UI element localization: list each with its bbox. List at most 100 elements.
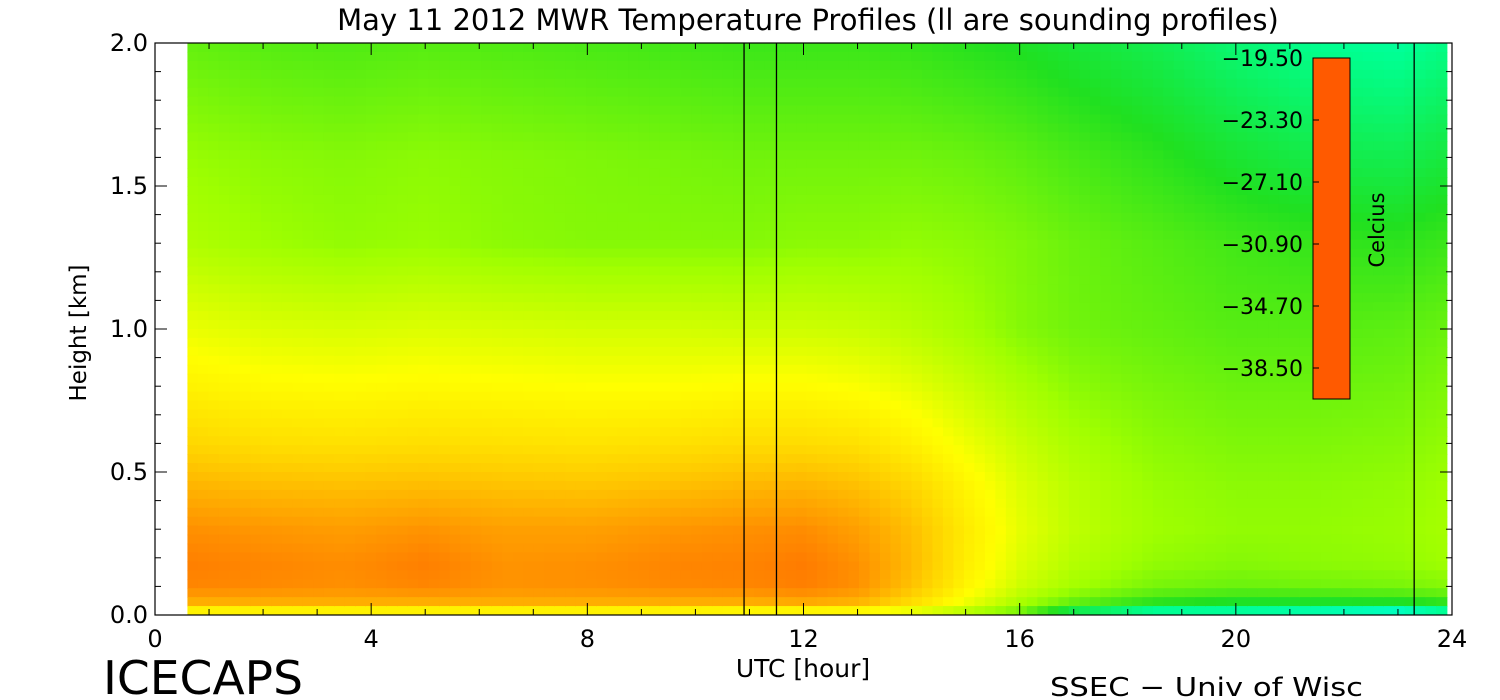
- heatmap-cell: [376, 105, 388, 116]
- heatmap-cell: [596, 320, 608, 330]
- heatmap-cell: [659, 60, 671, 71]
- heatmap-cell: [775, 96, 787, 107]
- heatmap-cell: [649, 472, 661, 482]
- heatmap-cell: [754, 194, 766, 205]
- heatmap-cell: [974, 150, 986, 160]
- heatmap-cell: [271, 60, 283, 71]
- heatmap-cell: [984, 132, 997, 143]
- heatmap-cell: [554, 212, 566, 223]
- heatmap-cell: [197, 400, 210, 411]
- heatmap-cell: [565, 186, 577, 196]
- heatmap-cell: [302, 141, 315, 152]
- heatmap-cell: [963, 230, 976, 241]
- heatmap-cell: [879, 248, 892, 259]
- heatmap-cell: [638, 337, 650, 348]
- heatmap-cell: [313, 463, 325, 473]
- heatmap-cell: [984, 230, 997, 241]
- heatmap-cell: [334, 168, 346, 178]
- heatmap-cell: [649, 382, 661, 393]
- heatmap-cell: [218, 373, 231, 384]
- heatmap-cell: [785, 87, 797, 98]
- heatmap-cell: [607, 60, 619, 71]
- heatmap-cell: [775, 445, 787, 455]
- heatmap-cell: [722, 418, 734, 429]
- heatmap-cell: [764, 150, 776, 160]
- heatmap-cell: [712, 391, 724, 402]
- heatmap-cell: [785, 221, 797, 232]
- heatmap-cell: [586, 159, 598, 169]
- heatmap-cell: [554, 87, 566, 98]
- heatmap-cell: [365, 132, 378, 143]
- heatmap-cell: [617, 266, 629, 277]
- heatmap-cell: [533, 436, 545, 446]
- heatmap-cell: [344, 480, 357, 491]
- heatmap-cell: [712, 561, 724, 572]
- heatmap-cell: [722, 346, 734, 357]
- heatmap-cell: [397, 257, 409, 268]
- heatmap-cell: [292, 186, 304, 196]
- heatmap-cell: [670, 150, 682, 160]
- heatmap-cell: [817, 498, 829, 509]
- heatmap-cell: [932, 51, 944, 62]
- heatmap-cell: [858, 69, 871, 80]
- heatmap-cell: [921, 337, 934, 348]
- heatmap-cell: [334, 141, 346, 152]
- heatmap-cell: [743, 579, 755, 589]
- heatmap-cell: [512, 284, 524, 295]
- heatmap-cell: [900, 320, 913, 330]
- heatmap-cell: [365, 427, 378, 438]
- heatmap-cell: [407, 320, 420, 330]
- heatmap-cell: [596, 168, 608, 178]
- heatmap-cell: [218, 266, 231, 277]
- heatmap-cell: [879, 355, 892, 366]
- heatmap-cell: [229, 579, 241, 589]
- heatmap-cell: [491, 239, 504, 250]
- heatmap-cell: [848, 489, 860, 500]
- heatmap-cell: [722, 588, 734, 598]
- heatmap-cell: [712, 293, 724, 303]
- heatmap-cell: [953, 418, 965, 429]
- heatmap-cell: [722, 606, 734, 615]
- heatmap-cell: [879, 445, 892, 455]
- heatmap-cell: [491, 606, 504, 615]
- heatmap-cell: [481, 186, 493, 196]
- heatmap-cell: [575, 51, 587, 62]
- heatmap-cell: [281, 248, 294, 259]
- heatmap-cell: [722, 516, 734, 527]
- heatmap-cell: [470, 346, 483, 357]
- heatmap-cell: [481, 132, 493, 143]
- heatmap-cell: [344, 561, 357, 572]
- heatmap-cell: [376, 275, 388, 286]
- heatmap-cell: [838, 266, 850, 277]
- heatmap-cell: [785, 516, 797, 527]
- heatmap-cell: [995, 436, 1007, 446]
- heatmap-cell: [701, 364, 713, 375]
- heatmap-cell: [491, 284, 504, 295]
- heatmap-cell: [512, 212, 524, 223]
- heatmap-cell: [481, 525, 493, 536]
- heatmap-cell: [890, 221, 902, 232]
- heatmap-cell: [838, 525, 850, 536]
- heatmap-cell: [796, 454, 808, 464]
- heatmap-cell: [344, 141, 357, 152]
- heatmap-cell: [995, 409, 1007, 420]
- heatmap-cell: [302, 436, 315, 446]
- heatmap-cell: [439, 409, 451, 420]
- heatmap-cell: [628, 382, 640, 393]
- heatmap-cell: [900, 346, 913, 357]
- heatmap-cell: [344, 606, 357, 615]
- heatmap-cell: [460, 177, 472, 187]
- heatmap-cell: [712, 543, 724, 554]
- heatmap-cell: [932, 588, 944, 598]
- heatmap-cell: [302, 445, 315, 455]
- heatmap-cell: [963, 445, 976, 455]
- heatmap-cell: [596, 543, 608, 554]
- heatmap-cell: [407, 472, 420, 482]
- heatmap-cell: [785, 275, 797, 286]
- heatmap-cell: [617, 293, 629, 303]
- heatmap-cell: [712, 454, 724, 464]
- heatmap-cell: [271, 329, 283, 339]
- heatmap-cell: [313, 186, 325, 196]
- heatmap-cell: [344, 43, 357, 53]
- heatmap-cell: [963, 60, 976, 71]
